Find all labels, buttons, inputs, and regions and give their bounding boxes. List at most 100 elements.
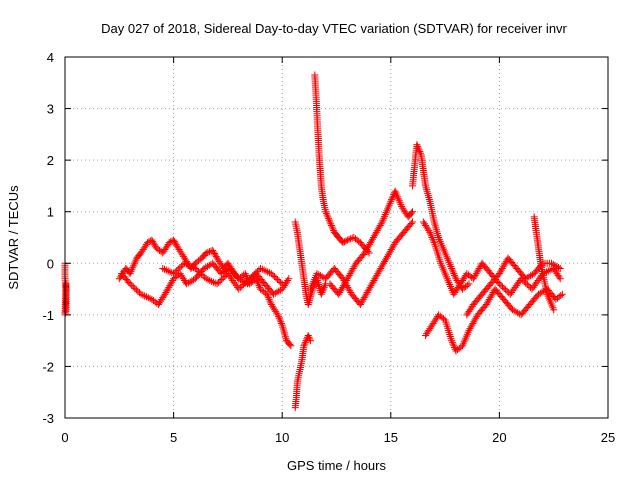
data-point xyxy=(429,235,437,243)
data-point xyxy=(216,277,224,285)
x-tick-label: 20 xyxy=(492,430,506,445)
data-point xyxy=(260,266,268,274)
data-point xyxy=(318,289,326,297)
data-point xyxy=(219,274,227,282)
data-point xyxy=(448,266,456,274)
data-point xyxy=(206,276,214,284)
data-point xyxy=(502,286,510,294)
data-point xyxy=(413,141,421,149)
data-point xyxy=(414,144,422,152)
data-point xyxy=(161,265,169,273)
data-point xyxy=(218,275,226,283)
axis-tick-labels: 0 5 10 15 20 25 -3 -2 -1 0 1 2 3 4 xyxy=(42,50,615,445)
data-point xyxy=(430,237,438,245)
data-point xyxy=(131,284,139,292)
y-tick-label: 2 xyxy=(47,153,54,168)
x-tick-label: 5 xyxy=(170,430,177,445)
data-point xyxy=(301,340,309,348)
data-point xyxy=(323,211,331,219)
data-point xyxy=(329,225,337,233)
data-point xyxy=(191,264,199,272)
data-point xyxy=(244,276,252,284)
data-point xyxy=(387,197,395,205)
data-point xyxy=(202,249,210,257)
data-point xyxy=(328,223,336,231)
data-point xyxy=(209,246,217,254)
data-point xyxy=(253,267,261,275)
data-point xyxy=(389,192,397,200)
data-point xyxy=(345,235,353,243)
data-point xyxy=(348,234,356,242)
data-point xyxy=(150,239,158,247)
y-tick-label: -1 xyxy=(42,308,54,323)
data-point xyxy=(265,295,273,303)
y-tick-label: 3 xyxy=(47,102,54,117)
data-point xyxy=(523,281,531,289)
data-point xyxy=(306,337,314,345)
data-point xyxy=(269,271,277,279)
data-point xyxy=(449,340,457,348)
data-point xyxy=(262,267,270,275)
data-point xyxy=(150,241,158,249)
data-point xyxy=(275,314,283,322)
data-point xyxy=(247,273,255,281)
data-point xyxy=(409,218,417,226)
data-point xyxy=(196,269,204,277)
y-axis-label: SDTVAR / TECUs xyxy=(6,185,21,290)
y-tick-label: 0 xyxy=(47,256,54,271)
data-point xyxy=(285,275,293,283)
data-point xyxy=(427,230,435,238)
data-point xyxy=(144,239,152,247)
data-point xyxy=(256,264,264,272)
data-point xyxy=(321,282,329,290)
data-point xyxy=(451,271,459,279)
data-point xyxy=(171,268,179,276)
data-point xyxy=(243,278,251,286)
data-point xyxy=(324,213,332,221)
data-point xyxy=(239,281,247,289)
data-point xyxy=(301,338,309,346)
data-point xyxy=(322,208,330,216)
data-point xyxy=(497,281,505,289)
data-point xyxy=(250,270,258,278)
data-point xyxy=(170,236,178,244)
data-point xyxy=(556,264,564,272)
data-point xyxy=(463,281,471,289)
data-point xyxy=(277,278,285,286)
data-point xyxy=(170,238,178,246)
data-point xyxy=(264,292,272,300)
x-tick-label: 0 xyxy=(61,430,68,445)
data-point xyxy=(273,309,281,317)
data-point xyxy=(180,259,188,267)
data-point xyxy=(287,342,295,350)
data-point xyxy=(139,291,147,299)
data-point xyxy=(428,234,436,241)
data-point xyxy=(241,270,249,278)
data-point xyxy=(284,276,292,284)
data-point xyxy=(377,220,385,228)
data-point xyxy=(272,274,280,282)
data-point xyxy=(211,279,219,287)
data-point xyxy=(550,306,558,314)
x-tick-label: 25 xyxy=(601,430,615,445)
data-point xyxy=(149,238,157,246)
data-point xyxy=(304,331,312,339)
data-point xyxy=(322,209,330,217)
data-point xyxy=(141,292,149,300)
data-point xyxy=(264,294,272,302)
data-point xyxy=(277,318,285,326)
data-point xyxy=(210,249,218,257)
data-point xyxy=(325,215,333,223)
data-point xyxy=(319,287,327,295)
data-point xyxy=(128,281,136,289)
x-tick-label: 15 xyxy=(384,430,398,445)
data-point xyxy=(343,236,351,244)
data-series-sdtvar xyxy=(61,71,566,412)
data-point xyxy=(300,342,308,350)
data-point xyxy=(427,232,435,240)
data-point xyxy=(188,263,196,271)
y-tick-label: 4 xyxy=(47,50,54,65)
data-point xyxy=(62,280,70,288)
x-tick-label: 10 xyxy=(275,430,289,445)
data-point xyxy=(340,238,348,246)
